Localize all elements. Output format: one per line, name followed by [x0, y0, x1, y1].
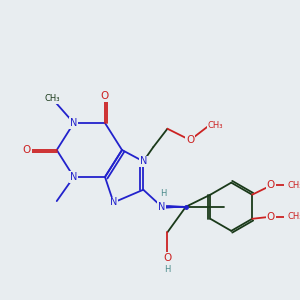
Text: CH₃: CH₃ [287, 181, 300, 190]
Text: CH₃: CH₃ [287, 212, 300, 221]
Text: N: N [140, 156, 147, 167]
Text: H: H [164, 265, 171, 274]
Text: O: O [186, 135, 194, 145]
Text: CH₃: CH₃ [208, 122, 224, 130]
Text: O: O [101, 91, 109, 101]
Text: O: O [23, 145, 31, 155]
Text: N: N [70, 172, 77, 182]
Text: N: N [110, 197, 117, 208]
Text: H: H [160, 190, 166, 199]
Text: O: O [267, 212, 275, 222]
Text: O: O [267, 181, 275, 190]
Text: N: N [158, 202, 165, 212]
Text: O: O [163, 253, 172, 263]
Text: CH₃: CH₃ [45, 94, 60, 103]
Text: N: N [70, 118, 77, 128]
